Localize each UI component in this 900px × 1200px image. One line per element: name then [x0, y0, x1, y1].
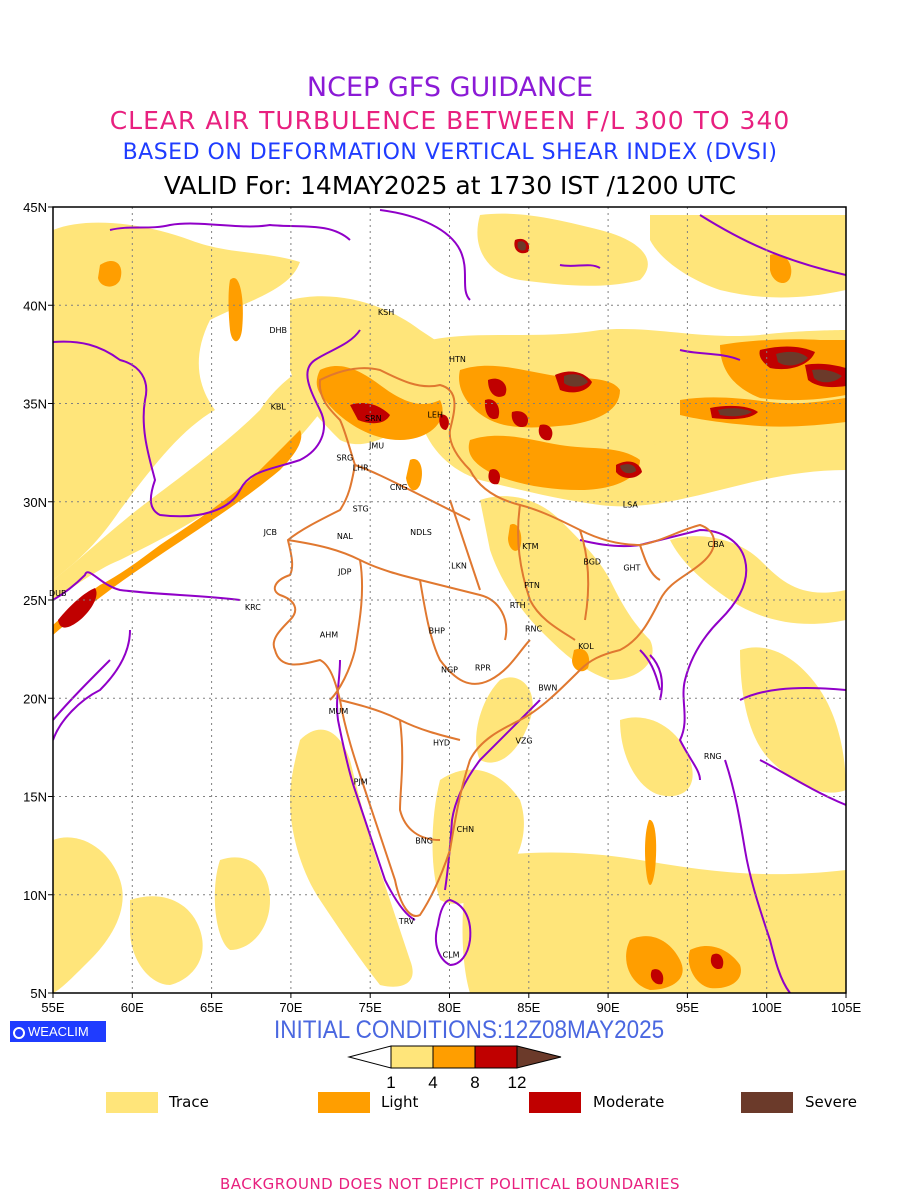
city-label-ndls: NDLS — [410, 528, 432, 537]
city-label-bwn: BWN — [538, 683, 557, 692]
city-label-lhr: LHR — [353, 463, 369, 472]
city-label-ngp: NGP — [441, 666, 458, 675]
legend-swatch-light — [318, 1092, 370, 1113]
lon-label: 95E — [676, 1000, 699, 1015]
footer-disclaimer: BACKGROUND DOES NOT DEPICT POLITICAL BOU… — [220, 1175, 680, 1193]
legend-swatch-moderate — [529, 1092, 581, 1113]
initial-conditions: INITIAL CONDITIONS:12Z08MAY2025 — [274, 1016, 665, 1044]
lat-label: 10N — [23, 888, 47, 903]
city-label-srg: SRG — [336, 453, 353, 462]
colorbar-tick-12: 12 — [508, 1073, 527, 1092]
city-label-kol: KOL — [578, 642, 594, 651]
city-label-dhb: DHB — [269, 326, 287, 335]
city-label-ght: GHT — [623, 564, 640, 573]
city-label-htn: HTN — [449, 355, 466, 364]
city-label-hyd: HYD — [433, 738, 450, 747]
lon-label: 70E — [279, 1000, 302, 1015]
legend-swatch-severe — [741, 1092, 793, 1113]
lat-label: 35N — [23, 397, 47, 412]
city-label-mum: MUM — [329, 707, 349, 716]
colorbar-high-arrow — [516, 1045, 562, 1069]
lon-label: 60E — [121, 1000, 144, 1015]
title-method: BASED ON DEFORMATION VERTICAL SHEAR INDE… — [122, 140, 778, 165]
lat-label: 40N — [23, 298, 47, 313]
logo-text: WEACLIM — [28, 1024, 89, 1039]
city-label-ktm: KTM — [522, 542, 539, 551]
legend-label-trace: Trace — [169, 1093, 209, 1111]
colorbar-tick-8: 8 — [470, 1073, 479, 1092]
city-label-rng: RNG — [704, 752, 722, 761]
city-label-trv: TRV — [398, 917, 415, 926]
legend-label-moderate: Moderate — [593, 1093, 665, 1111]
city-label-jmu: JMU — [368, 442, 384, 451]
city-label-cba: CBA — [708, 540, 725, 549]
city-label-ksh: KSH — [378, 308, 394, 317]
grid-lines — [53, 207, 846, 993]
axis-ticks — [48, 206, 847, 998]
longitude-labels: 55E 60E 65E 70E 75E 80E 85E 90E 95E 100E 105E — [41, 1000, 861, 1015]
city-label-cng: CNG — [390, 483, 408, 492]
lat-label: 20N — [23, 691, 47, 706]
city-label-chn: CHN — [457, 825, 475, 834]
title-model: NCEP GFS GUIDANCE — [306, 72, 594, 103]
city-label-srn: SRN — [365, 414, 382, 423]
colorbar-moderate — [475, 1046, 517, 1068]
city-label-lkn: LKN — [451, 562, 467, 571]
latitude-labels: 5N 10N 15N 20N 25N 30N 35N 40N 45N — [23, 200, 47, 1001]
lon-label: 105E — [831, 1000, 862, 1015]
city-label-rnc: RNC — [525, 624, 543, 633]
city-label-clm: CLM — [443, 951, 460, 960]
lat-label: 15N — [23, 790, 47, 805]
colorbar-trace — [391, 1046, 433, 1068]
lat-label: 45N — [23, 200, 47, 215]
title-valid-time: VALID For: 14MAY2025 at 1730 IST /1200 U… — [163, 171, 737, 200]
turbulence-shading — [53, 213, 846, 993]
legend-swatch-trace — [106, 1092, 158, 1113]
title-product: CLEAR AIR TURBULENCE BETWEEN F/L 300 TO … — [109, 106, 791, 135]
city-label-nal: NAL — [337, 532, 353, 541]
city-label-rth: RTH — [510, 601, 526, 610]
severe-areas — [517, 241, 842, 474]
weaclim-logo: WEACLIM — [10, 1021, 106, 1042]
city-label-bgd: BGD — [583, 558, 601, 567]
city-label-pjm: PJM — [354, 778, 368, 787]
lon-label: 100E — [752, 1000, 783, 1015]
city-label-jcb: JCB — [263, 528, 277, 537]
city-label-krc: KRC — [245, 603, 261, 612]
lat-label: 30N — [23, 495, 47, 510]
lon-label: 55E — [41, 1000, 64, 1015]
city-label-bhp: BHP — [429, 626, 446, 635]
colorbar-light — [433, 1046, 475, 1068]
trace-areas — [53, 213, 846, 993]
city-label-bng: BNG — [415, 837, 433, 846]
city-label-vzg: VZG — [515, 736, 532, 745]
colorbar: 1 4 8 12 — [347, 1045, 562, 1092]
lon-label: 90E — [597, 1000, 620, 1015]
city-label-ptn: PTN — [524, 581, 540, 590]
city-label-jdp: JDP — [337, 567, 352, 576]
colorbar-tick-4: 4 — [428, 1073, 437, 1092]
city-label-leh: LEH — [427, 410, 443, 419]
colorbar-low-arrow — [347, 1045, 392, 1069]
city-label-ahm: AHM — [320, 630, 338, 639]
city-label-stg: STG — [353, 505, 369, 514]
india-boundaries — [272, 367, 715, 917]
legend-label-light: Light — [381, 1093, 419, 1111]
colorbar-tick-1: 1 — [386, 1073, 395, 1092]
lon-label: 65E — [200, 1000, 223, 1015]
lon-label: 75E — [359, 1000, 382, 1015]
globe-icon — [13, 1027, 25, 1039]
legend-label-severe: Severe — [805, 1093, 857, 1111]
city-label-kbl: KBL — [271, 402, 287, 411]
city-label-lsa: LSA — [623, 501, 639, 510]
lon-label: 80E — [438, 1000, 461, 1015]
lat-label: 25N — [23, 593, 47, 608]
city-label-dub: DUB — [49, 589, 67, 598]
lat-label: 5N — [30, 986, 47, 1001]
lon-label: 85E — [517, 1000, 540, 1015]
city-label-rpr: RPR — [475, 664, 491, 673]
